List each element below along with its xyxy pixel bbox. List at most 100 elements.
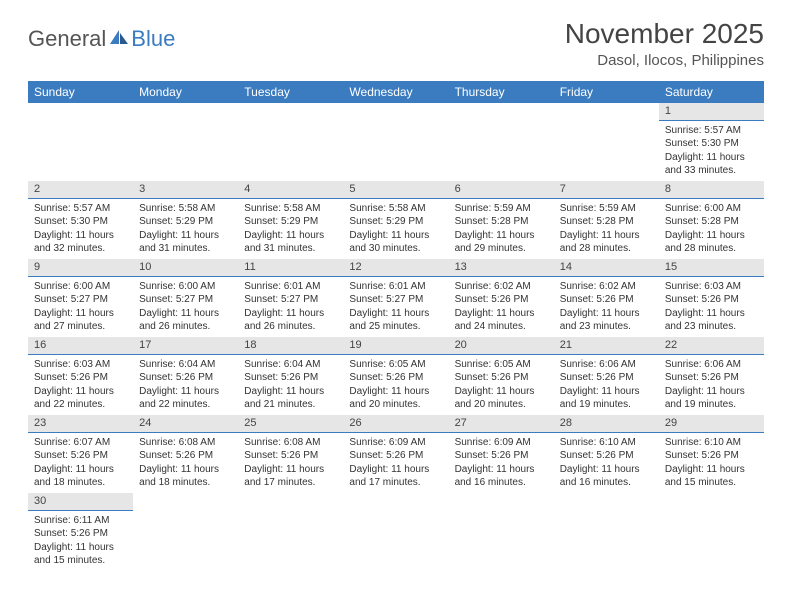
daylight-line: Daylight: 11 hours and 16 minutes. <box>560 463 653 490</box>
sunset-line: Sunset: 5:29 PM <box>349 215 442 229</box>
sunset-line: Sunset: 5:28 PM <box>665 215 758 229</box>
day-cell: 12Sunrise: 6:01 AMSunset: 5:27 PMDayligh… <box>343 259 448 337</box>
empty-cell <box>449 493 554 571</box>
sunset-line: Sunset: 5:26 PM <box>34 527 127 541</box>
daylight-line: Daylight: 11 hours and 23 minutes. <box>560 307 653 334</box>
empty-cell <box>133 493 238 571</box>
sunrise-line: Sunrise: 6:03 AM <box>665 280 758 294</box>
sunrise-line: Sunrise: 6:04 AM <box>139 358 232 372</box>
sunrise-line: Sunrise: 5:58 AM <box>244 202 337 216</box>
daylight-line: Daylight: 11 hours and 32 minutes. <box>34 229 127 256</box>
day-number: 29 <box>659 415 764 433</box>
day-number: 27 <box>449 415 554 433</box>
sunset-line: Sunset: 5:26 PM <box>34 449 127 463</box>
logo: General Blue <box>28 26 175 52</box>
sunset-line: Sunset: 5:30 PM <box>34 215 127 229</box>
day-cell: 1Sunrise: 5:57 AMSunset: 5:30 PMDaylight… <box>659 103 764 181</box>
day-cell: 7Sunrise: 5:59 AMSunset: 5:28 PMDaylight… <box>554 181 659 259</box>
sunrise-line: Sunrise: 6:10 AM <box>560 436 653 450</box>
sunset-line: Sunset: 5:26 PM <box>139 371 232 385</box>
day-content: Sunrise: 6:02 AMSunset: 5:26 PMDaylight:… <box>449 277 554 337</box>
logo-text-general: General <box>28 26 106 52</box>
daylight-line: Daylight: 11 hours and 27 minutes. <box>34 307 127 334</box>
sunset-line: Sunset: 5:26 PM <box>455 449 548 463</box>
daylight-line: Daylight: 11 hours and 15 minutes. <box>665 463 758 490</box>
sunrise-line: Sunrise: 5:58 AM <box>139 202 232 216</box>
day-number: 5 <box>343 181 448 199</box>
sunrise-line: Sunrise: 6:05 AM <box>349 358 442 372</box>
day-content: Sunrise: 6:02 AMSunset: 5:26 PMDaylight:… <box>554 277 659 337</box>
weekday-header: Wednesday <box>343 81 448 103</box>
day-number: 3 <box>133 181 238 199</box>
day-cell: 19Sunrise: 6:05 AMSunset: 5:26 PMDayligh… <box>343 337 448 415</box>
day-content: Sunrise: 5:59 AMSunset: 5:28 PMDaylight:… <box>554 199 659 259</box>
day-cell: 23Sunrise: 6:07 AMSunset: 5:26 PMDayligh… <box>28 415 133 493</box>
calendar-row: 2Sunrise: 5:57 AMSunset: 5:30 PMDaylight… <box>28 181 764 259</box>
day-number: 30 <box>28 493 133 511</box>
day-content: Sunrise: 6:01 AMSunset: 5:27 PMDaylight:… <box>343 277 448 337</box>
location: Dasol, Ilocos, Philippines <box>565 52 764 69</box>
daylight-line: Daylight: 11 hours and 31 minutes. <box>139 229 232 256</box>
sunrise-line: Sunrise: 5:58 AM <box>349 202 442 216</box>
empty-cell <box>238 103 343 181</box>
day-number: 14 <box>554 259 659 277</box>
weekday-header: Thursday <box>449 81 554 103</box>
day-content: Sunrise: 6:08 AMSunset: 5:26 PMDaylight:… <box>238 433 343 493</box>
logo-text-blue: Blue <box>131 26 175 52</box>
sunrise-line: Sunrise: 6:05 AM <box>455 358 548 372</box>
sunrise-line: Sunrise: 6:00 AM <box>34 280 127 294</box>
sunrise-line: Sunrise: 6:04 AM <box>244 358 337 372</box>
daylight-line: Daylight: 11 hours and 26 minutes. <box>139 307 232 334</box>
day-content: Sunrise: 6:01 AMSunset: 5:27 PMDaylight:… <box>238 277 343 337</box>
sunset-line: Sunset: 5:27 PM <box>34 293 127 307</box>
daylight-line: Daylight: 11 hours and 31 minutes. <box>244 229 337 256</box>
day-content: Sunrise: 6:09 AMSunset: 5:26 PMDaylight:… <box>343 433 448 493</box>
day-number: 24 <box>133 415 238 433</box>
day-cell: 15Sunrise: 6:03 AMSunset: 5:26 PMDayligh… <box>659 259 764 337</box>
sunset-line: Sunset: 5:30 PM <box>665 137 758 151</box>
sunset-line: Sunset: 5:26 PM <box>349 371 442 385</box>
sunset-line: Sunset: 5:26 PM <box>665 371 758 385</box>
sunset-line: Sunset: 5:26 PM <box>244 449 337 463</box>
day-content: Sunrise: 6:04 AMSunset: 5:26 PMDaylight:… <box>238 355 343 415</box>
day-number: 19 <box>343 337 448 355</box>
day-cell: 9Sunrise: 6:00 AMSunset: 5:27 PMDaylight… <box>28 259 133 337</box>
day-cell: 5Sunrise: 5:58 AMSunset: 5:29 PMDaylight… <box>343 181 448 259</box>
sunset-line: Sunset: 5:26 PM <box>139 449 232 463</box>
sunrise-line: Sunrise: 6:06 AM <box>560 358 653 372</box>
empty-cell <box>449 103 554 181</box>
calendar-table: SundayMondayTuesdayWednesdayThursdayFrid… <box>28 81 764 571</box>
day-cell: 4Sunrise: 5:58 AMSunset: 5:29 PMDaylight… <box>238 181 343 259</box>
daylight-line: Daylight: 11 hours and 18 minutes. <box>139 463 232 490</box>
day-cell: 3Sunrise: 5:58 AMSunset: 5:29 PMDaylight… <box>133 181 238 259</box>
day-number: 7 <box>554 181 659 199</box>
day-content: Sunrise: 6:00 AMSunset: 5:27 PMDaylight:… <box>28 277 133 337</box>
day-content: Sunrise: 6:05 AMSunset: 5:26 PMDaylight:… <box>449 355 554 415</box>
day-content: Sunrise: 6:05 AMSunset: 5:26 PMDaylight:… <box>343 355 448 415</box>
sunset-line: Sunset: 5:26 PM <box>665 449 758 463</box>
calendar-row: 30Sunrise: 6:11 AMSunset: 5:26 PMDayligh… <box>28 493 764 571</box>
sunset-line: Sunset: 5:26 PM <box>665 293 758 307</box>
day-content: Sunrise: 5:57 AMSunset: 5:30 PMDaylight:… <box>659 121 764 181</box>
day-cell: 21Sunrise: 6:06 AMSunset: 5:26 PMDayligh… <box>554 337 659 415</box>
weekday-header: Monday <box>133 81 238 103</box>
sunrise-line: Sunrise: 6:06 AM <box>665 358 758 372</box>
calendar-row: 1Sunrise: 5:57 AMSunset: 5:30 PMDaylight… <box>28 103 764 181</box>
day-cell: 27Sunrise: 6:09 AMSunset: 5:26 PMDayligh… <box>449 415 554 493</box>
sunset-line: Sunset: 5:28 PM <box>560 215 653 229</box>
day-cell: 30Sunrise: 6:11 AMSunset: 5:26 PMDayligh… <box>28 493 133 571</box>
daylight-line: Daylight: 11 hours and 28 minutes. <box>665 229 758 256</box>
day-content: Sunrise: 5:59 AMSunset: 5:28 PMDaylight:… <box>449 199 554 259</box>
weekday-header: Sunday <box>28 81 133 103</box>
daylight-line: Daylight: 11 hours and 22 minutes. <box>34 385 127 412</box>
day-cell: 10Sunrise: 6:00 AMSunset: 5:27 PMDayligh… <box>133 259 238 337</box>
day-number: 20 <box>449 337 554 355</box>
sunset-line: Sunset: 5:27 PM <box>349 293 442 307</box>
day-content: Sunrise: 6:04 AMSunset: 5:26 PMDaylight:… <box>133 355 238 415</box>
daylight-line: Daylight: 11 hours and 16 minutes. <box>455 463 548 490</box>
sunrise-line: Sunrise: 6:00 AM <box>665 202 758 216</box>
day-number: 28 <box>554 415 659 433</box>
empty-cell <box>554 493 659 571</box>
day-cell: 8Sunrise: 6:00 AMSunset: 5:28 PMDaylight… <box>659 181 764 259</box>
sunset-line: Sunset: 5:29 PM <box>244 215 337 229</box>
